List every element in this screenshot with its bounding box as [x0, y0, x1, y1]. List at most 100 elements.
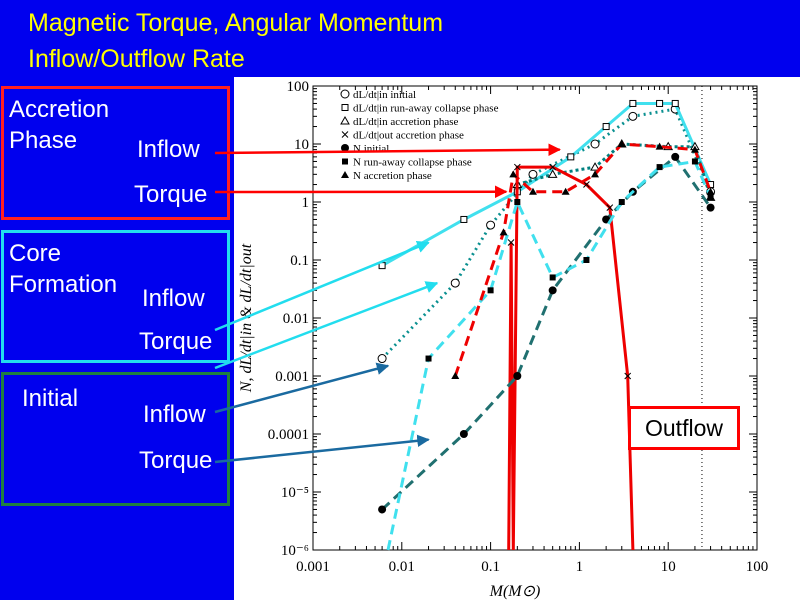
series-5-point [618, 199, 625, 205]
series-6-point [706, 187, 715, 195]
series-4-point [513, 372, 522, 380]
annotation-arrow [214, 143, 561, 156]
series-6-point [561, 187, 570, 195]
series-3-point [606, 204, 614, 211]
series-1-point [656, 99, 664, 107]
core-formation-box: Core Formation [1, 230, 230, 363]
series-4-point [378, 505, 387, 514]
x-tick-label: 10 [661, 559, 676, 575]
initial-heading: Initial [22, 385, 79, 412]
series-4-point [602, 215, 611, 224]
series-6-point [617, 140, 626, 147]
annotation-arrow [214, 362, 390, 414]
series-5-point [691, 158, 698, 165]
initial-inflow-label: Inflow [143, 401, 206, 428]
series-line-6 [453, 142, 713, 377]
series-0-point [377, 354, 387, 364]
series-5-point [583, 257, 590, 263]
series-6-point [509, 170, 518, 178]
legend-entry: N accretion phase [353, 170, 432, 182]
accretion-phase-heading: Accretion Phase [9, 96, 110, 154]
legend-marker [341, 104, 349, 111]
legend-marker [341, 171, 349, 178]
y-tick-label: 0.001 [275, 369, 309, 385]
series-0-point [528, 169, 538, 179]
legend-entry: dL/dt|out accretion phase [353, 130, 464, 142]
y-tick-label: 0.01 [283, 311, 309, 327]
series-1-point [567, 153, 575, 161]
x-axis-label: M(M⊙) [489, 583, 541, 600]
series-1-point [671, 99, 679, 107]
annotation-arrow [214, 281, 439, 370]
legend-marker [340, 115, 350, 125]
series-5-point [425, 355, 432, 362]
series-5-point [487, 287, 494, 294]
outflow-label: Outflow [628, 406, 740, 450]
series-line-2 [516, 142, 713, 198]
y-tick-label: 10⁻⁵ [281, 485, 309, 501]
series-3-point [549, 163, 557, 171]
series-6-point [655, 142, 664, 150]
series-6-point [499, 228, 508, 236]
legend-entry: N run-away collapse phase [353, 157, 472, 169]
series-0-point [590, 139, 600, 149]
legend-marker [341, 144, 349, 152]
initial-torque-label: Torque [139, 447, 213, 474]
y-tick-label: 1 [302, 195, 310, 211]
series-2-point [590, 162, 600, 171]
x-tick-label: 1 [576, 559, 584, 575]
series-line-5 [386, 159, 712, 551]
core-torque-label: Torque [139, 328, 213, 355]
legend-marker [342, 158, 348, 165]
y-tick-label: 0.1 [290, 253, 309, 269]
series-4-point [671, 152, 680, 161]
legend-marker [341, 131, 349, 138]
series-4-point [706, 203, 715, 212]
series-5-point [707, 194, 714, 201]
series-line-0 [381, 107, 712, 360]
series-1-point [629, 99, 637, 107]
series-3-point [624, 372, 632, 380]
accretion-torque-label: Torque [134, 181, 208, 208]
y-tick-label: 10⁻⁶ [281, 543, 309, 559]
x-tick-label: 0.01 [389, 559, 415, 575]
x-tick-label: 0.001 [296, 559, 330, 575]
series-2-point [547, 169, 558, 178]
x-tick-label: 100 [746, 559, 769, 575]
series-6-point [591, 170, 600, 178]
series-5-point [656, 164, 663, 171]
series-3-point [513, 163, 521, 171]
legend-entry: dL/dt|in run-away collapse phase [353, 103, 499, 115]
series-6-point [528, 187, 537, 195]
series-line-4 [381, 154, 712, 511]
series-6-point [451, 372, 460, 379]
legend-entry: dL/dt|in initial [353, 89, 416, 101]
y-tick-label: 10 [294, 137, 309, 153]
series-5-point [514, 199, 521, 205]
series-0-point [450, 278, 460, 288]
series-1-point [602, 123, 610, 131]
core-formation-heading: Core Formation [9, 240, 118, 298]
series-5-point [549, 274, 556, 281]
series-1-point [460, 215, 468, 223]
x-tick-label: 0.1 [481, 559, 500, 575]
annotation-arrow [214, 434, 430, 464]
series-0-point [486, 220, 496, 230]
series-4-point [459, 430, 468, 438]
slide-title-line2: Inflow/Outflow Rate [28, 45, 245, 73]
y-tick-label: 0.0001 [268, 427, 309, 443]
series-4-point [548, 286, 557, 295]
y-tick-label: 100 [287, 79, 310, 95]
series-3-point [507, 239, 515, 246]
accretion-inflow-label: Inflow [137, 136, 200, 163]
legend-entry: N initial [353, 143, 389, 155]
slide-title-line1: Magnetic Torque, Angular Momentum [28, 9, 444, 37]
series-3-point [583, 181, 590, 188]
legend-marker [340, 89, 350, 99]
series-6-point [690, 145, 699, 153]
annotation-arrow [214, 241, 430, 332]
core-inflow-label: Inflow [142, 285, 205, 312]
initial-box: Initial [1, 372, 230, 506]
series-0-point [628, 111, 638, 121]
